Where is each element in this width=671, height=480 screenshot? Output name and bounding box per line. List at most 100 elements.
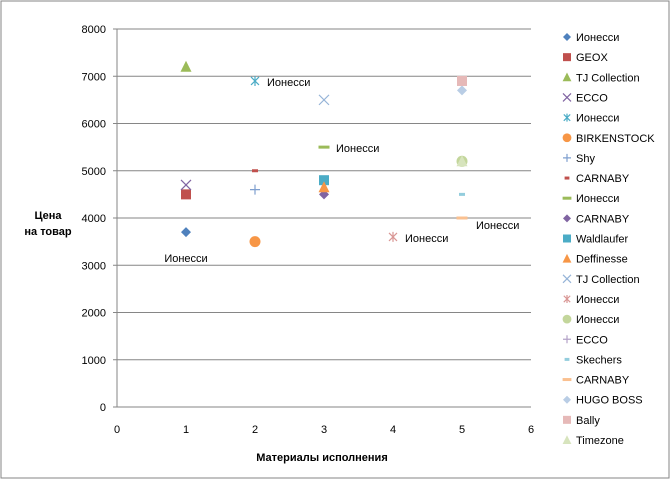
data-label: Ионесси bbox=[267, 77, 310, 89]
square-marker bbox=[181, 189, 191, 200]
legend-label: Timezone bbox=[576, 435, 624, 447]
triangle-marker bbox=[562, 435, 572, 444]
legend-item: Ионесси bbox=[563, 32, 619, 44]
legend-label: Bally bbox=[576, 415, 600, 427]
y-tick-label: 5000 bbox=[82, 166, 106, 178]
legend-label: CARNABY bbox=[576, 173, 630, 185]
legend-label: Ионесси bbox=[576, 193, 619, 205]
legend-item: Skechers bbox=[564, 354, 622, 366]
legend-item: Shy bbox=[563, 153, 595, 165]
legend-label: Waldlaufer bbox=[576, 234, 629, 246]
dash-marker bbox=[318, 145, 330, 149]
diamond-marker bbox=[563, 33, 571, 41]
legend-item: Ионесси bbox=[563, 294, 619, 306]
y-tick-label: 2000 bbox=[82, 308, 106, 320]
diamond-marker bbox=[563, 214, 571, 223]
legend-label: Skechers bbox=[576, 354, 622, 366]
legend-label: BIRKENSTOCK bbox=[576, 133, 655, 145]
star-marker bbox=[563, 294, 571, 303]
plus-marker bbox=[563, 335, 571, 344]
diamond-marker bbox=[563, 395, 571, 404]
legend-label: TJ Collection bbox=[576, 274, 640, 286]
x-marker bbox=[562, 93, 572, 102]
short-dash-marker bbox=[564, 357, 570, 361]
x-tick-label: 1 bbox=[183, 424, 189, 436]
legend-item: BIRKENSTOCK bbox=[562, 133, 655, 145]
circle-marker bbox=[249, 236, 261, 248]
legend-label: ECCO bbox=[576, 92, 608, 104]
legend-item: Ионесси bbox=[562, 314, 619, 326]
legend-item: CARNABY bbox=[564, 173, 630, 185]
circle-marker bbox=[562, 133, 572, 143]
legend-label: Ионесси bbox=[576, 113, 619, 125]
legend-item: ECCO bbox=[562, 92, 608, 104]
square-marker bbox=[563, 53, 571, 62]
y-tick-label: 0 bbox=[100, 402, 106, 414]
short-dash-marker bbox=[564, 176, 570, 180]
x-marker bbox=[180, 179, 192, 191]
data-label: Ионесси bbox=[405, 233, 448, 245]
y-tick-label: 7000 bbox=[82, 71, 106, 83]
x-marker bbox=[318, 94, 330, 106]
x-tick-label: 4 bbox=[390, 424, 396, 436]
triangle-marker bbox=[562, 253, 572, 263]
dash-marker bbox=[562, 196, 572, 200]
circle-marker bbox=[562, 314, 572, 324]
legend-label: Shy bbox=[576, 153, 595, 165]
y-tick-label: 8000 bbox=[82, 24, 106, 36]
x-tick-label: 3 bbox=[321, 424, 327, 436]
short-dash-marker bbox=[252, 169, 258, 173]
legend-label: CARNABY bbox=[576, 375, 630, 387]
triangle-marker bbox=[318, 181, 330, 193]
legend-item: Bally bbox=[563, 415, 600, 427]
legend-label: Deffinesse bbox=[576, 254, 628, 266]
legend-item: CARNABY bbox=[563, 213, 630, 225]
legend-item: TJ Collection bbox=[562, 72, 640, 84]
y-axis-title-line1: Цена bbox=[34, 210, 62, 222]
x-tick-label: 5 bbox=[459, 424, 465, 436]
plus-marker bbox=[563, 153, 571, 162]
legend-label: Ионесси bbox=[576, 294, 619, 306]
dash-marker bbox=[562, 378, 572, 382]
triangle-marker bbox=[562, 72, 572, 82]
square-marker bbox=[457, 75, 467, 86]
y-tick-label: 1000 bbox=[82, 355, 106, 367]
legend-item: Waldlaufer bbox=[563, 234, 629, 246]
short-dash-marker bbox=[459, 192, 465, 196]
square-marker bbox=[563, 234, 571, 243]
data-label: Ионесси bbox=[336, 143, 379, 155]
legend-item: TJ Collection bbox=[562, 274, 640, 286]
legend-item: ECCO bbox=[563, 334, 608, 346]
legend-label: GEOX bbox=[576, 52, 608, 64]
plus-marker bbox=[250, 184, 260, 195]
legend-label: HUGO BOSS bbox=[576, 395, 643, 407]
x-tick-label: 6 bbox=[528, 424, 534, 436]
x-axis-title: Материалы исполнения bbox=[256, 452, 388, 464]
y-tick-label: 6000 bbox=[82, 119, 106, 131]
legend-item: Ионесси bbox=[562, 193, 619, 205]
star-marker bbox=[388, 231, 398, 242]
legend-label: TJ Collection bbox=[576, 72, 640, 84]
legend-item: CARNABY bbox=[562, 375, 630, 387]
triangle-marker bbox=[456, 155, 468, 167]
legend-label: CARNABY bbox=[576, 213, 630, 225]
legend-label: Ионесси bbox=[576, 32, 619, 44]
square-marker bbox=[563, 415, 571, 424]
x-tick-label: 2 bbox=[252, 424, 258, 436]
legend-item: GEOX bbox=[563, 52, 608, 64]
legend-item: HUGO BOSS bbox=[563, 395, 643, 407]
star-marker bbox=[250, 75, 260, 86]
legend-label: ECCO bbox=[576, 334, 608, 346]
diamond-marker bbox=[457, 85, 467, 96]
dash-marker bbox=[456, 216, 468, 220]
data-label: Ионесси bbox=[164, 253, 207, 265]
y-tick-label: 3000 bbox=[82, 260, 106, 272]
legend-label: Ионесси bbox=[576, 314, 619, 326]
legend-item: Ионесси bbox=[563, 113, 619, 125]
x-marker bbox=[562, 274, 572, 284]
y-axis-title-line2: на товар bbox=[24, 226, 72, 238]
data-label: Ионесси bbox=[476, 220, 519, 232]
